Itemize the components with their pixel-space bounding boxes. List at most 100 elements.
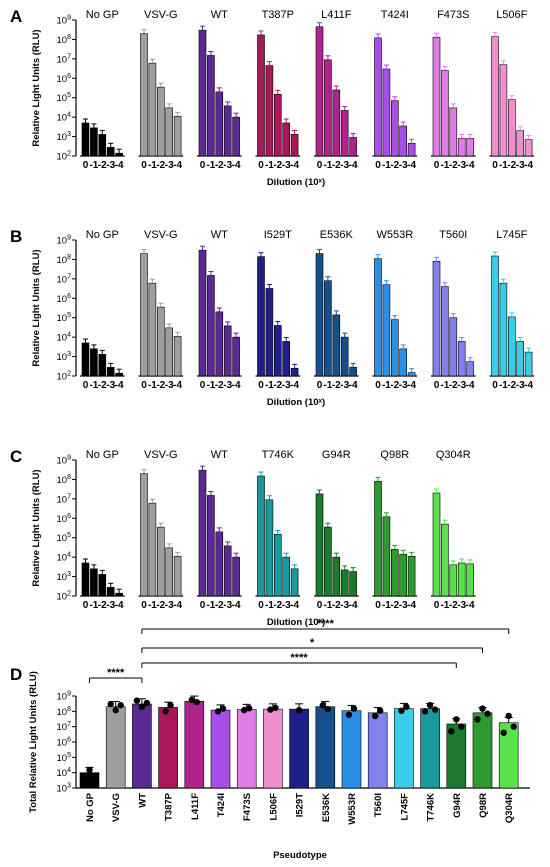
bar: [232, 336, 240, 377]
bar: [349, 367, 357, 377]
dilution-tick-label: 0: [83, 160, 89, 171]
dilution-tick-label: -4: [173, 600, 182, 611]
bar: [407, 556, 416, 597]
dilution-tick-label: -3: [340, 600, 349, 611]
dilution-tick-label: 0: [141, 600, 147, 611]
dilution-tick-label: -1: [323, 160, 332, 171]
dilution-tick-label: 0: [141, 160, 147, 171]
bar: [524, 139, 533, 157]
data-point: [117, 702, 124, 709]
dilution-tick-label: -2: [215, 600, 224, 611]
dilution-tick-label: -3: [399, 600, 408, 611]
dilution-tick-label: -4: [349, 600, 358, 611]
bar: [140, 473, 148, 597]
y-tick-label: 109: [57, 15, 72, 27]
y-tick-label: 105: [57, 532, 72, 544]
dilution-tick-label: -3: [165, 600, 174, 611]
dilution-tick-label: -2: [507, 380, 516, 391]
bar: [223, 325, 232, 377]
dilution-tick-label: -1: [206, 600, 215, 611]
bar: [466, 138, 474, 157]
group-label: F473S: [437, 9, 469, 21]
dilution-tick-label: 0: [83, 380, 89, 391]
bar: [106, 147, 115, 157]
dilution-tick-label: 0: [375, 380, 381, 391]
dilution-tick-label: -1: [440, 380, 449, 391]
dilution-tick-label: 0: [200, 160, 206, 171]
x-axis-label: Dilution (10ˣ): [267, 617, 325, 628]
bar: [165, 327, 173, 377]
dilution-tick-label: -3: [106, 600, 115, 611]
bar: [257, 256, 265, 377]
significance-label: *: [310, 637, 315, 649]
bar: [315, 253, 324, 377]
dilution-tick-label: 0: [83, 600, 89, 611]
dilution-tick-label: -2: [215, 380, 224, 391]
dilution-tick-label: -4: [232, 160, 241, 171]
data-point: [272, 704, 279, 711]
dilution-tick-label: 0: [375, 160, 381, 171]
bar: [265, 65, 274, 157]
group-label: T387P: [262, 9, 294, 21]
dilution-tick-label: -4: [524, 380, 533, 391]
dilution-tick-label: -2: [390, 600, 399, 611]
category-label: L411F: [190, 793, 201, 820]
category-label: No GP: [85, 792, 96, 822]
dilution-tick-label: 0: [317, 600, 323, 611]
bar: [516, 341, 525, 377]
dilution-tick-label: -3: [516, 380, 525, 391]
dilution-tick-label: -2: [273, 380, 282, 391]
y-axis-label: Relative Light Units (RLU): [31, 469, 42, 586]
dilution-tick-label: -4: [466, 600, 475, 611]
bar: [472, 712, 493, 789]
bar: [441, 70, 449, 157]
dilution-tick-label: -4: [290, 600, 299, 611]
dilution-tick-label: -4: [232, 600, 241, 611]
bar: [157, 526, 165, 597]
category-label: E536K: [321, 793, 332, 822]
x-axis-label: Dilution (10ˣ): [267, 177, 325, 188]
significance-bracket: [141, 628, 510, 634]
bar: [332, 314, 341, 377]
dilution-tick-label: 0: [200, 380, 206, 391]
dilution-tick-label: -1: [265, 160, 274, 171]
dilution-tick-label: -3: [457, 600, 466, 611]
dilution-tick-label: -3: [340, 380, 349, 391]
y-tick-label: 107: [57, 493, 72, 505]
bar: [315, 706, 336, 789]
dilution-tick-label: 0: [434, 380, 440, 391]
dilution-tick-label: -3: [223, 380, 232, 391]
dilution-tick-label: -1: [148, 380, 157, 391]
data-point: [267, 706, 274, 713]
group-label: VSV-G: [144, 9, 178, 21]
significance-label: ****: [107, 667, 125, 679]
data-point: [350, 705, 358, 712]
bar: [207, 275, 215, 377]
dilution-tick-label: -2: [449, 600, 458, 611]
y-tick-label: 109: [57, 455, 72, 467]
y-tick-label: 103: [57, 131, 72, 143]
group-label: L745F: [496, 229, 527, 241]
dilution-tick-label: -2: [98, 380, 107, 391]
bar: [173, 556, 182, 597]
significance-bracket: [141, 662, 457, 668]
data-point: [484, 710, 491, 717]
dilution-tick-label: 0: [492, 160, 498, 171]
bar: [173, 336, 182, 377]
bar: [282, 341, 291, 377]
dilution-tick-label: -3: [457, 160, 466, 171]
bar: [263, 708, 283, 789]
bar: [98, 574, 107, 597]
bar: [198, 249, 207, 377]
dilution-tick-label: -4: [115, 160, 124, 171]
category-label: T387P: [164, 792, 175, 821]
dilution-tick-label: -4: [290, 380, 299, 391]
dilution-tick-label: -4: [466, 380, 475, 391]
bar: [341, 710, 362, 789]
data-point: [162, 708, 169, 715]
bar: [81, 562, 90, 597]
bar: [399, 554, 408, 597]
bar: [390, 100, 399, 157]
dilution-tick-label: -4: [407, 600, 416, 611]
data-point: [345, 711, 353, 718]
